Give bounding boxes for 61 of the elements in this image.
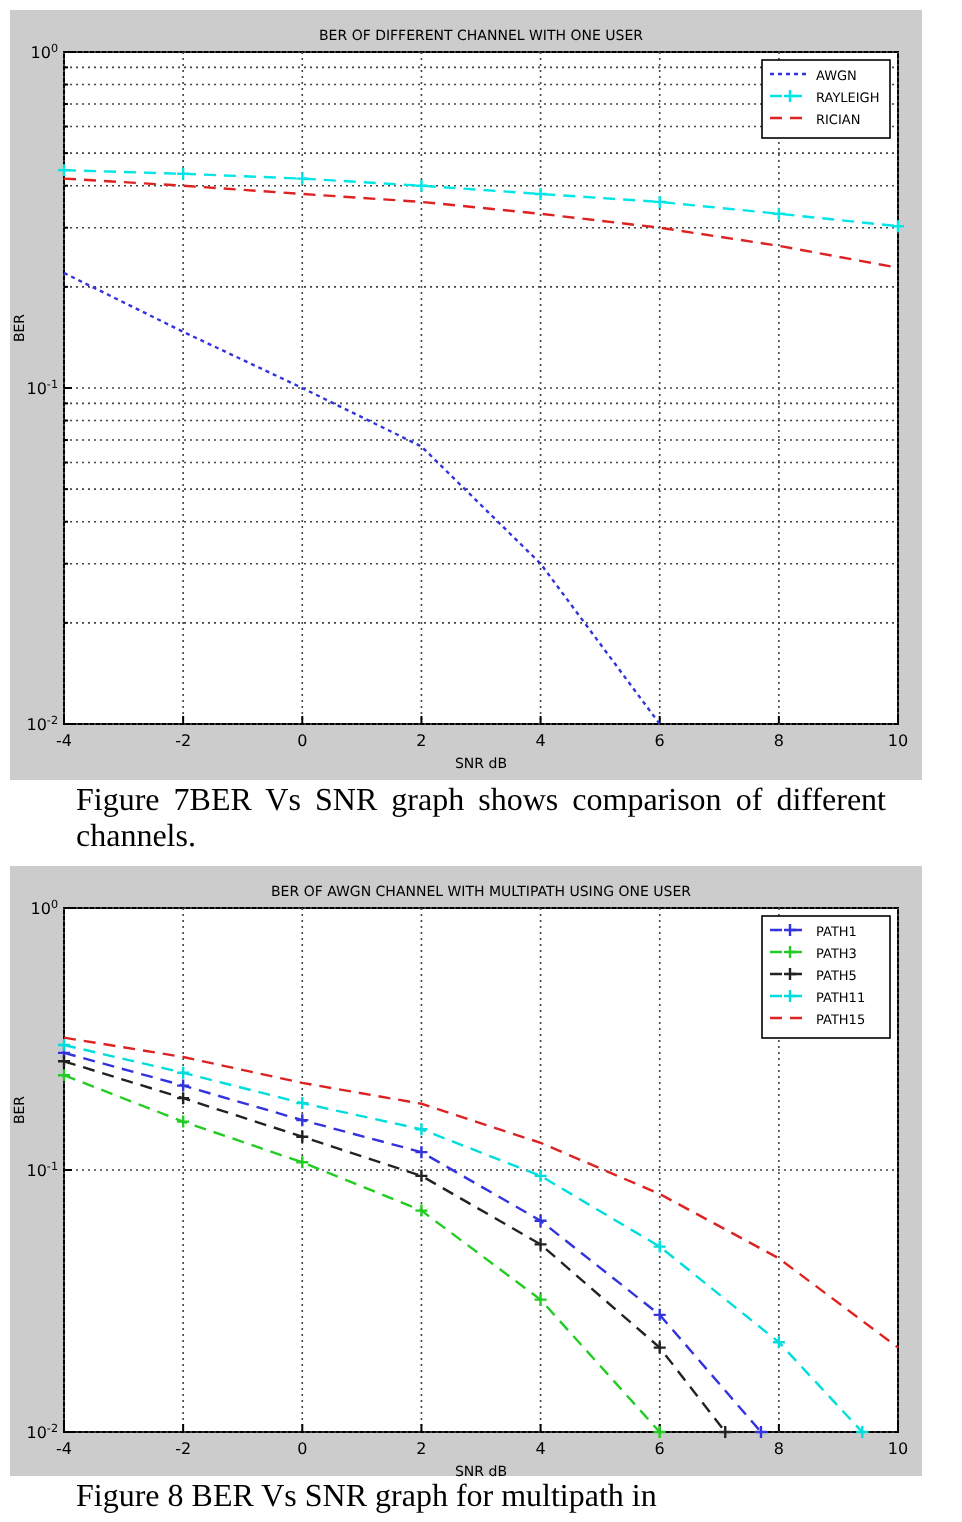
point: [652, 1340, 667, 1355]
line-series: [62, 271, 661, 726]
point: [175, 166, 191, 181]
point: [652, 194, 667, 210]
point: [533, 1237, 548, 1252]
y-tick-label: 10$^{-2}$: [26, 714, 58, 734]
x-tick-label: 8: [773, 732, 784, 750]
x-tick-label: 2: [416, 1440, 427, 1458]
point: [753, 1424, 769, 1440]
point: [414, 1203, 429, 1218]
x-tick-label: 2: [416, 732, 427, 750]
y-tick-label: 10$^{0}$: [30, 898, 59, 918]
point: [295, 1112, 310, 1128]
x-tick-label: 10: [887, 1440, 909, 1458]
point: [533, 186, 548, 202]
point: [175, 1114, 191, 1129]
x-tick-label: -2: [175, 732, 192, 750]
x-tick-label: -2: [175, 1440, 192, 1458]
point: [56, 162, 72, 178]
y-tick-label: 10$^{0}$: [30, 42, 59, 62]
y-tick-label: 10$^{-1}$: [26, 378, 59, 398]
point: [771, 206, 787, 221]
point: [175, 1065, 191, 1080]
point: [175, 1078, 191, 1093]
point: [175, 1090, 191, 1106]
x-tick-label: -4: [56, 1440, 72, 1458]
x-tick-label: 6: [654, 732, 665, 750]
y-tick-label: 10$^{-2}$: [26, 1422, 58, 1442]
point: [855, 1424, 870, 1440]
x-tick-label: 8: [773, 1440, 784, 1458]
caption: Figure 7BER Vs SNR graph shows comparison of different channels.: [76, 784, 886, 856]
x-tick-label: 0: [297, 732, 308, 750]
x-tick-label: 6: [654, 1440, 665, 1458]
point: [533, 1213, 548, 1228]
point: [652, 1424, 667, 1440]
point: [652, 1307, 667, 1323]
point: [718, 1424, 733, 1440]
x-tick-label: -4: [56, 732, 72, 750]
point: [414, 1122, 429, 1137]
point: [295, 1095, 310, 1111]
point: [56, 1068, 72, 1083]
point: [414, 178, 429, 193]
x-tick-label: 4: [535, 732, 546, 750]
point: [56, 1037, 72, 1053]
point: [652, 1239, 667, 1254]
y-tick-label: 10$^{-1}$: [26, 1160, 59, 1180]
point: [295, 1129, 310, 1144]
point: [771, 1335, 787, 1350]
point: [533, 1292, 548, 1307]
point: [890, 219, 906, 234]
point: [56, 1054, 72, 1069]
line-series: [62, 1036, 900, 1349]
x-tick-label: 10: [887, 732, 909, 750]
point: [295, 1155, 310, 1170]
point: [414, 1168, 429, 1184]
caption: Figure 8 BER Vs SNR graph for multipath in: [76, 1480, 659, 1516]
point: [295, 171, 310, 186]
x-tick-label: 0: [297, 1440, 308, 1458]
point: [414, 1144, 429, 1160]
point: [533, 1168, 548, 1184]
x-tick-label: 4: [535, 1440, 546, 1458]
